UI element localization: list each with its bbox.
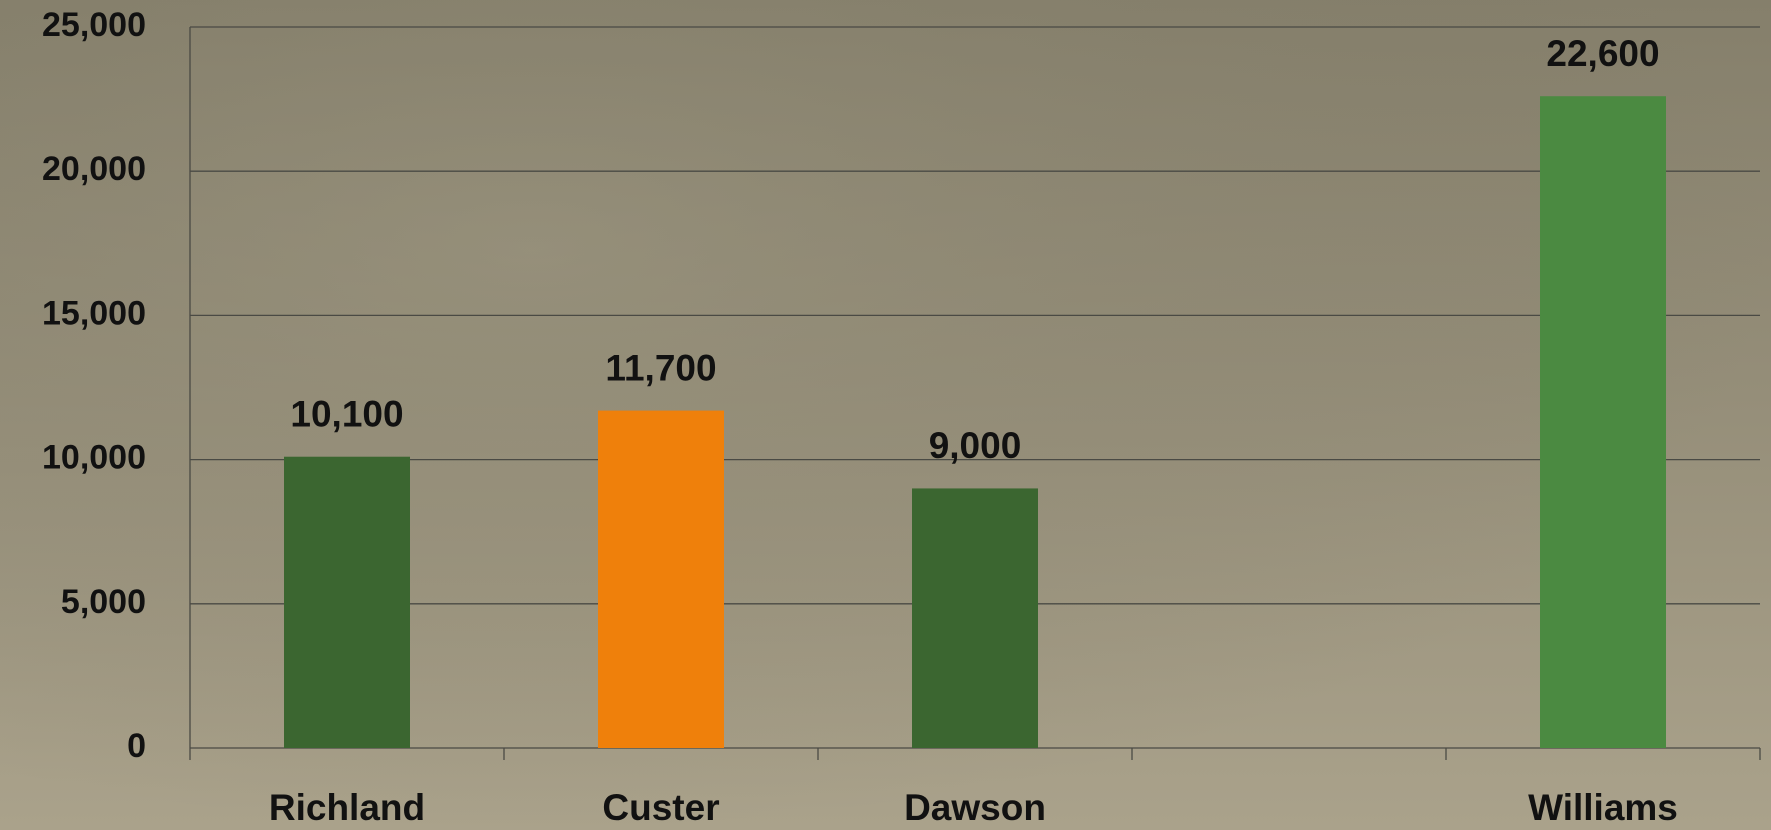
value-label: 11,700: [605, 347, 716, 388]
y-tick-label: 15,000: [42, 294, 146, 332]
value-label: 9,000: [929, 425, 1022, 466]
x-tick-label: Williams: [1528, 787, 1678, 828]
value-label: 22,600: [1546, 33, 1659, 74]
x-tick-label: Custer: [602, 787, 719, 828]
value-label: 10,100: [290, 393, 403, 434]
bar: [284, 456, 410, 748]
y-tick-label: 10,000: [42, 439, 146, 477]
y-tick-label: 20,000: [42, 150, 146, 188]
bar: [598, 410, 724, 748]
y-tick-label: 0: [127, 727, 146, 765]
x-tick-label: Dawson: [904, 787, 1046, 828]
y-tick-label: 25,000: [42, 6, 146, 44]
x-tick-label: Richland: [269, 787, 425, 828]
bar: [1540, 96, 1666, 748]
bar: [912, 488, 1038, 748]
y-tick-label: 5,000: [61, 583, 146, 621]
